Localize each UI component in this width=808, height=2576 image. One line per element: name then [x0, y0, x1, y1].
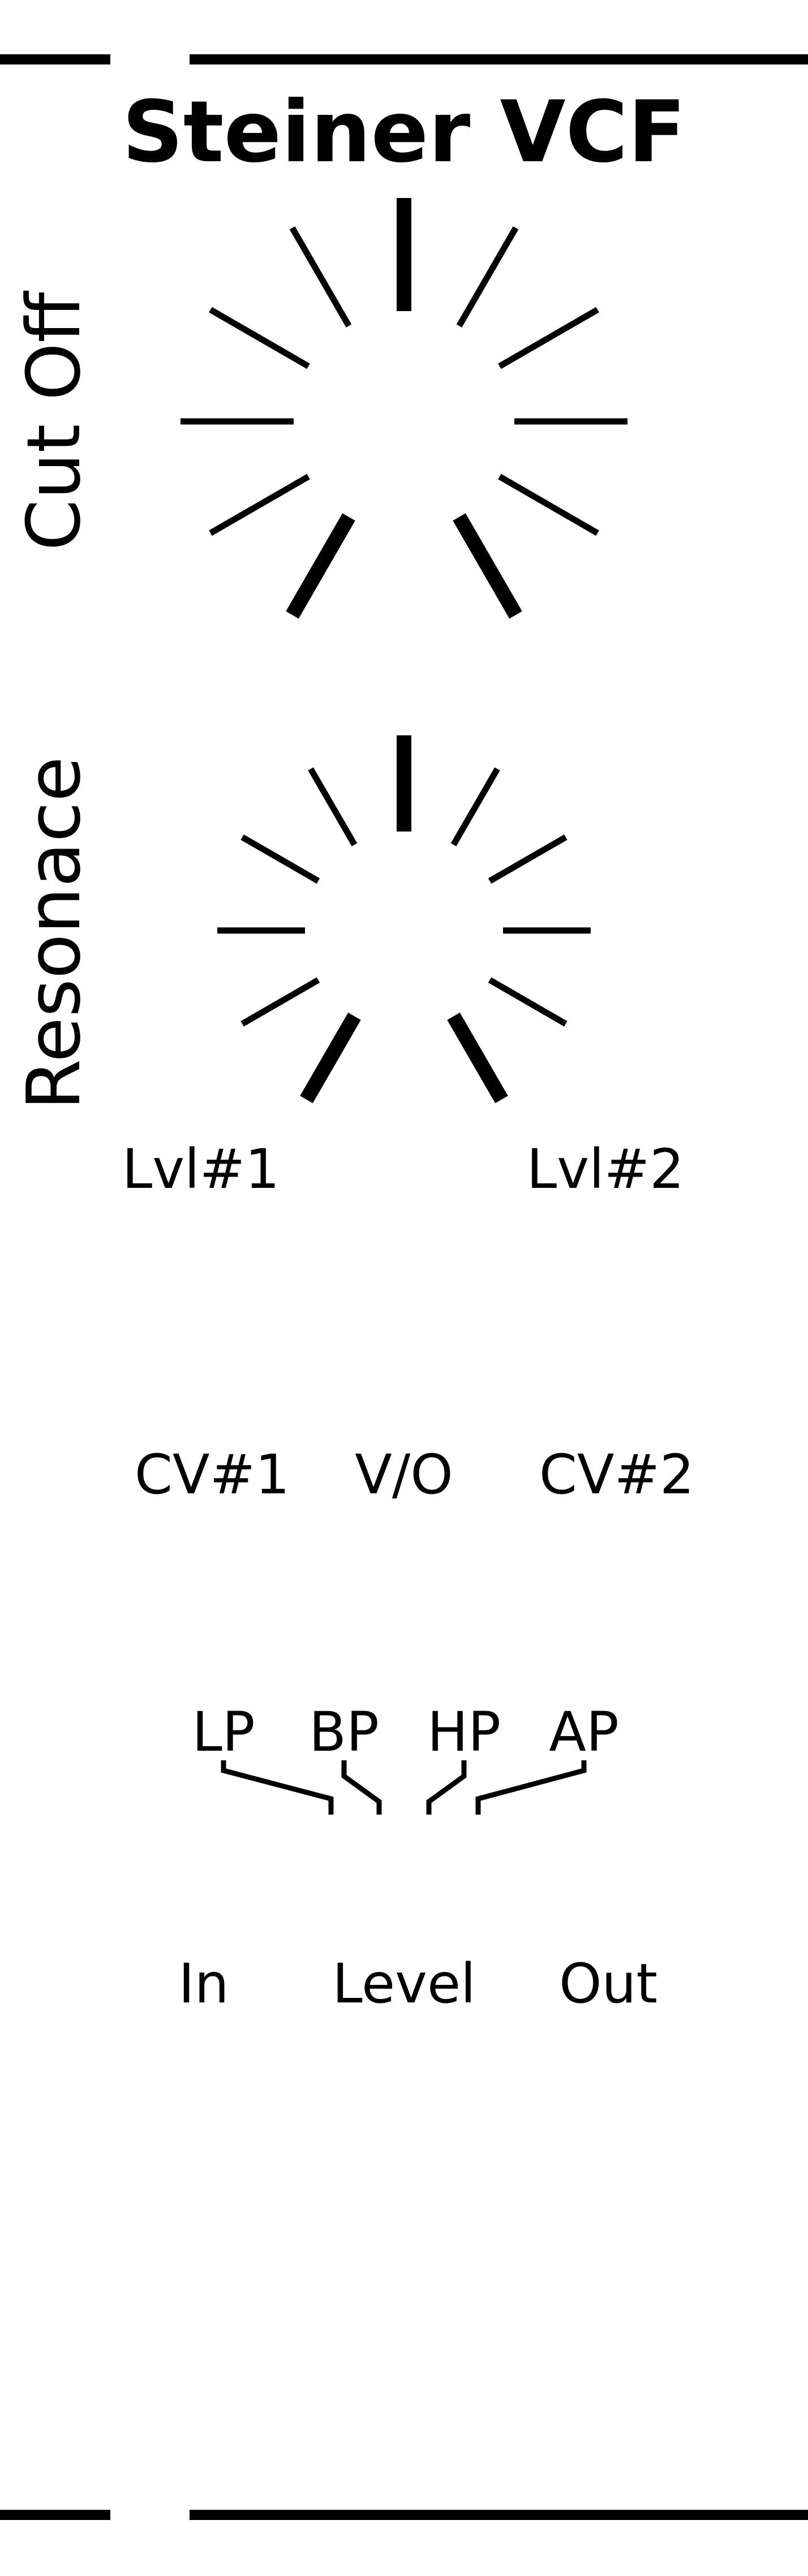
cv1-label: CV#1 [135, 1443, 290, 1506]
resonance-label: Resonace [11, 756, 97, 1110]
bp-connector [341, 1760, 382, 1815]
cutoff-tick [456, 226, 519, 328]
resonance-tick [240, 834, 320, 884]
lp-connector [221, 1760, 334, 1815]
mode-connectors [221, 1760, 587, 1815]
cutoff-knob-scale[interactable] [180, 198, 628, 619]
lvl1-label: Lvl#1 [122, 1138, 280, 1201]
resonance-tick [308, 767, 358, 847]
in-label: In [178, 1952, 229, 2015]
resonance-knob-scale[interactable] [217, 735, 591, 1104]
ap-label: AP [549, 1700, 619, 1764]
cutoff-tick [286, 513, 355, 619]
cv2-label: CV#2 [539, 1443, 694, 1506]
lvl2-label: Lvl#2 [527, 1138, 684, 1201]
lp-label: LP [192, 1700, 255, 1764]
hp-label: HP [427, 1700, 501, 1764]
vo-label: V/O [355, 1443, 453, 1506]
cutoff-label: Cut Off [11, 290, 97, 551]
resonance-tick [488, 834, 568, 884]
cutoff-tick [289, 226, 352, 328]
ap-connector [475, 1760, 587, 1815]
level-label: Level [332, 1952, 475, 2015]
resonance-tick [450, 767, 500, 847]
panel-title: Steiner VCF [122, 83, 686, 182]
resonance-tick [300, 1013, 361, 1104]
resonance-tick [488, 977, 568, 1027]
cutoff-tick [209, 473, 310, 536]
resonance-tick [240, 977, 320, 1027]
cutoff-tick [453, 513, 522, 619]
bp-label: BP [309, 1700, 379, 1764]
hp-connector [426, 1760, 467, 1815]
resonance-tick [447, 1013, 508, 1104]
cutoff-tick [209, 307, 310, 369]
out-label: Out [559, 1952, 657, 2015]
cutoff-tick [498, 473, 599, 536]
cutoff-tick [498, 307, 599, 369]
